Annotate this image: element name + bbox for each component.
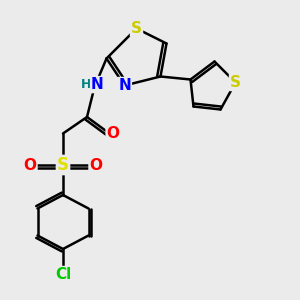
Text: N: N xyxy=(118,78,131,93)
Text: H: H xyxy=(81,78,91,91)
Text: S: S xyxy=(230,75,241,90)
Text: N: N xyxy=(91,77,104,92)
Text: S: S xyxy=(131,21,142,36)
Text: O: O xyxy=(89,158,103,172)
Text: Cl: Cl xyxy=(55,267,71,282)
Text: S: S xyxy=(57,156,69,174)
Text: O: O xyxy=(106,126,120,141)
Text: O: O xyxy=(23,158,37,172)
